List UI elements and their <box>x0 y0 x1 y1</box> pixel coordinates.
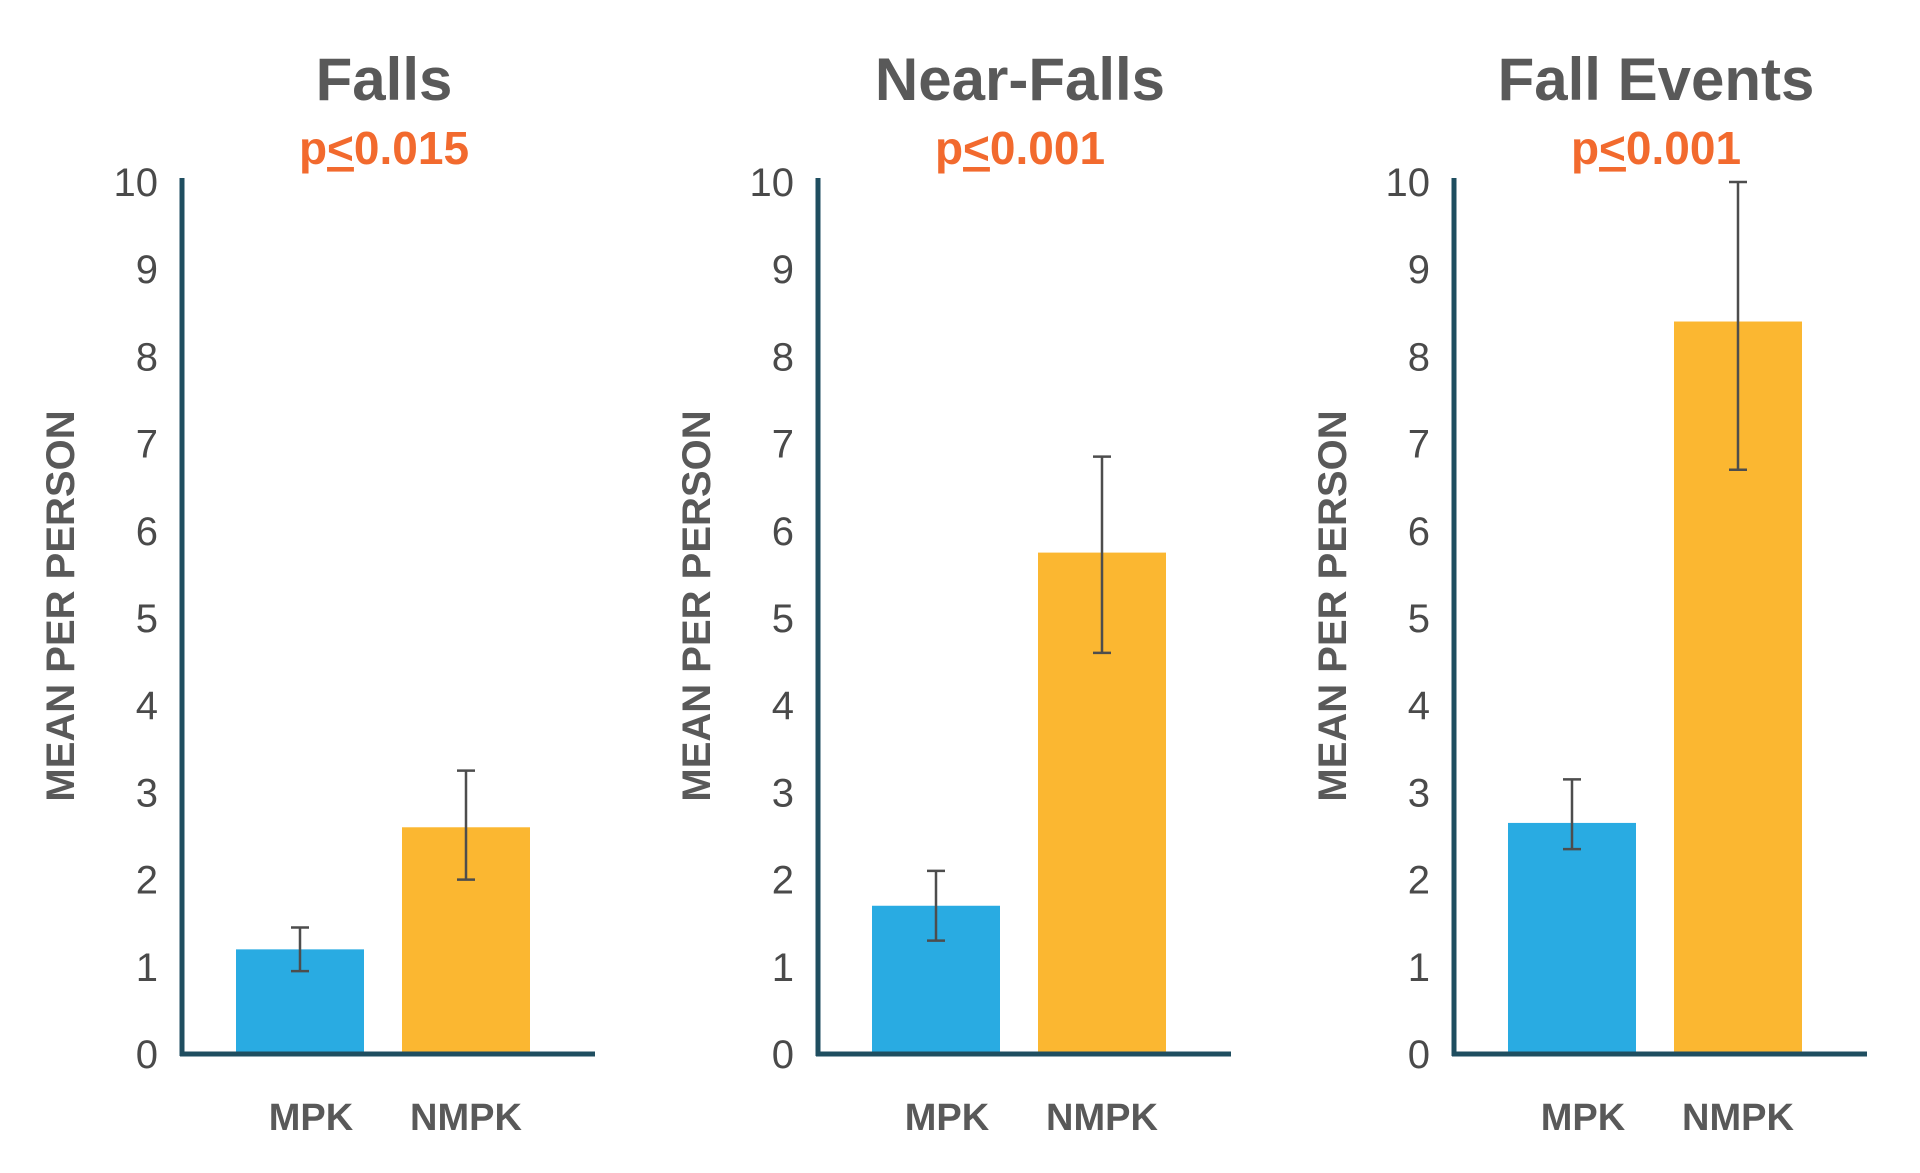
y-tick-label: 8 <box>772 335 794 379</box>
y-tick-label: 9 <box>1408 248 1430 292</box>
p-value-label: p<0.001 <box>935 122 1105 174</box>
y-tick-label: 5 <box>136 597 158 641</box>
y-tick-label: 3 <box>772 771 794 815</box>
y-axis-label: MEAN PER PERSON <box>675 410 719 801</box>
chart-title: Near-Falls <box>875 46 1165 113</box>
category-label: NMPK <box>410 1097 522 1139</box>
y-tick-label: 0 <box>136 1033 158 1077</box>
chart-title: Falls <box>316 46 453 113</box>
bar-mpk <box>1508 822 1636 1054</box>
y-axis-label: MEAN PER PERSON <box>1311 410 1355 801</box>
y-tick-label: 2 <box>772 859 794 903</box>
y-tick-label: 1 <box>772 946 794 990</box>
p-value-label: p<0.015 <box>299 122 469 174</box>
y-tick-label: 10 <box>1386 161 1431 205</box>
y-tick-label: 9 <box>772 248 794 292</box>
y-tick-label: 10 <box>750 161 795 205</box>
y-tick-label: 7 <box>136 423 158 467</box>
y-tick-label: 3 <box>136 771 158 815</box>
y-tick-label: 5 <box>1408 597 1430 641</box>
y-tick-label: 1 <box>1408 946 1430 990</box>
y-tick-label: 4 <box>772 684 794 728</box>
y-tick-label: 0 <box>772 1033 794 1077</box>
category-label: NMPK <box>1046 1097 1158 1139</box>
chart-panel-1: Falls p<0.015 MEAN PER PERSON 0 1 2 3 4 5 6 7 8 9 10 M… <box>39 46 595 1139</box>
y-tick-label: 6 <box>1408 510 1430 554</box>
y-tick-label: 8 <box>136 335 158 379</box>
y-tick-label: 7 <box>1408 423 1430 467</box>
y-tick-label: 3 <box>1408 771 1430 815</box>
y-tick-label: 8 <box>1408 335 1430 379</box>
chart-panel-2: Near-Falls p<0.001 MEAN PER PERSON 0 1 2 3 4 5 6 7… <box>675 46 1231 1139</box>
y-tick-label: 4 <box>136 684 158 728</box>
p-value-label: p<0.001 <box>1571 122 1741 174</box>
y-tick-label: 9 <box>136 248 158 292</box>
chart-title: Fall Events <box>1498 46 1815 113</box>
y-tick-label: 4 <box>1408 684 1430 728</box>
y-tick-label: 1 <box>136 946 158 990</box>
category-label: MPK <box>905 1097 990 1139</box>
y-tick-label: 6 <box>772 510 794 554</box>
y-tick-label: 5 <box>772 597 794 641</box>
category-label: NMPK <box>1682 1097 1794 1139</box>
y-tick-label: 2 <box>136 859 158 903</box>
category-label: MPK <box>1541 1097 1626 1139</box>
y-axis-label: MEAN PER PERSON <box>39 410 83 801</box>
y-tick-label: 7 <box>772 423 794 467</box>
y-tick-label: 10 <box>114 161 159 205</box>
y-tick-label: 6 <box>136 510 158 554</box>
chart-panel-3: Fall Events p<0.001 MEAN PER PERSON 0 1 2 3 4 5 6… <box>1311 46 1867 1139</box>
y-tick-label: 2 <box>1408 859 1430 903</box>
category-label: MPK <box>269 1097 354 1139</box>
y-tick-label: 0 <box>1408 1033 1430 1077</box>
